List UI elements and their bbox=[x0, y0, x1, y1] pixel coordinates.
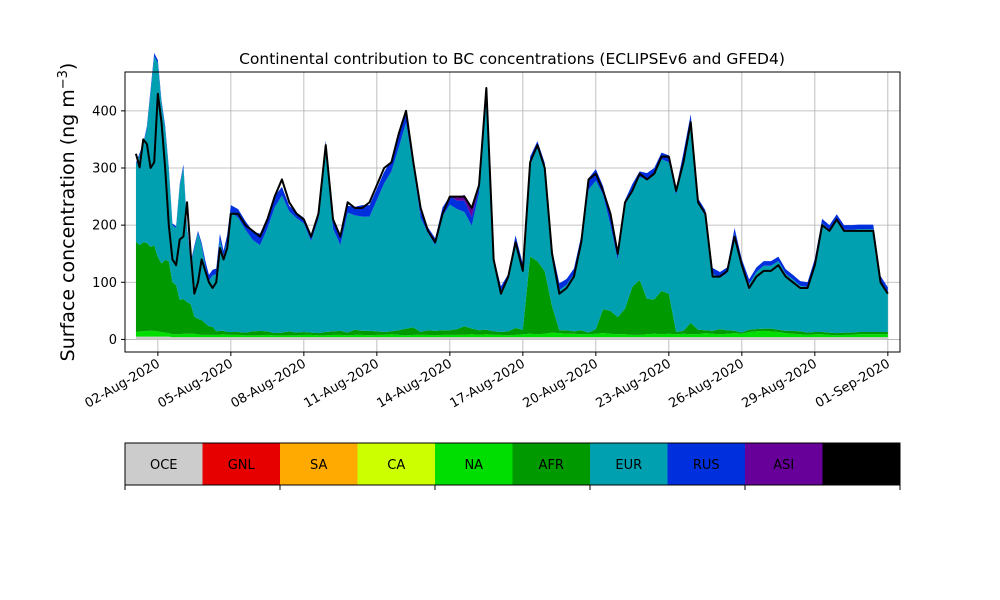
legend-swatch-afr bbox=[512, 443, 591, 485]
area-layer bbox=[135, 53, 888, 340]
area-eur bbox=[135, 56, 888, 334]
y-axis-ticks: 0 100 200 300 400 bbox=[92, 104, 125, 348]
y-axis-label-superscript: −3 bbox=[56, 70, 71, 89]
y-axis-label-close: ) bbox=[57, 63, 79, 70]
plot-frame bbox=[124, 71, 901, 353]
area-rus bbox=[135, 53, 888, 293]
legend-swatch-gnl bbox=[202, 443, 281, 485]
x-tick-label: 29-Aug-2020 bbox=[739, 356, 819, 411]
x-tick-label: 08-Aug-2020 bbox=[229, 356, 309, 411]
chart-title: Continental contribution to BC concentra… bbox=[239, 50, 785, 68]
legend-swatch-aus bbox=[822, 443, 901, 485]
legend-swatch-ca bbox=[357, 443, 436, 485]
legend-swatch-oce bbox=[125, 443, 203, 485]
x-tick-label: 26-Aug-2020 bbox=[666, 356, 746, 411]
y-axis-label: Surface concentration (ng m−3) bbox=[56, 63, 79, 362]
legend-label-sa: SA bbox=[310, 458, 327, 473]
legend-label-eur: EUR bbox=[615, 458, 642, 473]
legend-label-asi: ASI bbox=[773, 458, 794, 473]
legend-swatch-asi bbox=[745, 443, 823, 485]
y-axis-label-text: Surface concentration (ng m bbox=[57, 89, 79, 361]
x-tick-label: 14-Aug-2020 bbox=[375, 356, 455, 411]
x-tick-label: 23-Aug-2020 bbox=[593, 356, 673, 411]
legend-label-oce: OCE bbox=[150, 458, 178, 473]
y-tick-label: 100 bbox=[92, 276, 117, 291]
legend-frame bbox=[124, 442, 901, 486]
x-tick-label: 11-Aug-2020 bbox=[302, 356, 382, 411]
y-tick-label: 400 bbox=[92, 104, 117, 119]
area-na bbox=[135, 330, 888, 338]
legend-label-ca: CA bbox=[387, 458, 405, 473]
legend-label-na: NA bbox=[464, 458, 483, 473]
x-tick-label: 01-Sep-2020 bbox=[813, 356, 893, 411]
total-concentration-line bbox=[134, 87, 889, 295]
x-tick-label: 20-Aug-2020 bbox=[520, 356, 600, 411]
x-axis-ticks: 02-Aug-202005-Aug-202008-Aug-202011-Aug-… bbox=[83, 352, 893, 412]
legend-swatch-sa bbox=[280, 443, 358, 485]
legend-label-aus: AUS bbox=[848, 458, 875, 473]
legend-label-gnl: GNL bbox=[228, 458, 256, 473]
legend-swatch-rus bbox=[667, 443, 746, 485]
area-oce bbox=[135, 336, 888, 340]
x-tick-label: 05-Aug-2020 bbox=[156, 356, 236, 411]
legend-label-afr: AFR bbox=[539, 458, 564, 473]
y-tick-label: 300 bbox=[92, 162, 117, 177]
x-tick-label: 17-Aug-2020 bbox=[448, 356, 528, 411]
total-line-layer bbox=[134, 87, 889, 295]
y-tick-label: 200 bbox=[92, 219, 117, 234]
y-tick-label: 0 bbox=[109, 333, 117, 348]
colorbar-legend: OCE GNL SA CA NA AFR EUR RUS ASI AUS bbox=[124, 442, 901, 490]
x-tick-label: 02-Aug-2020 bbox=[83, 356, 163, 411]
legend-label-rus: RUS bbox=[693, 458, 720, 473]
legend-swatch-na bbox=[435, 443, 513, 485]
legend-swatch-eur bbox=[590, 443, 668, 485]
